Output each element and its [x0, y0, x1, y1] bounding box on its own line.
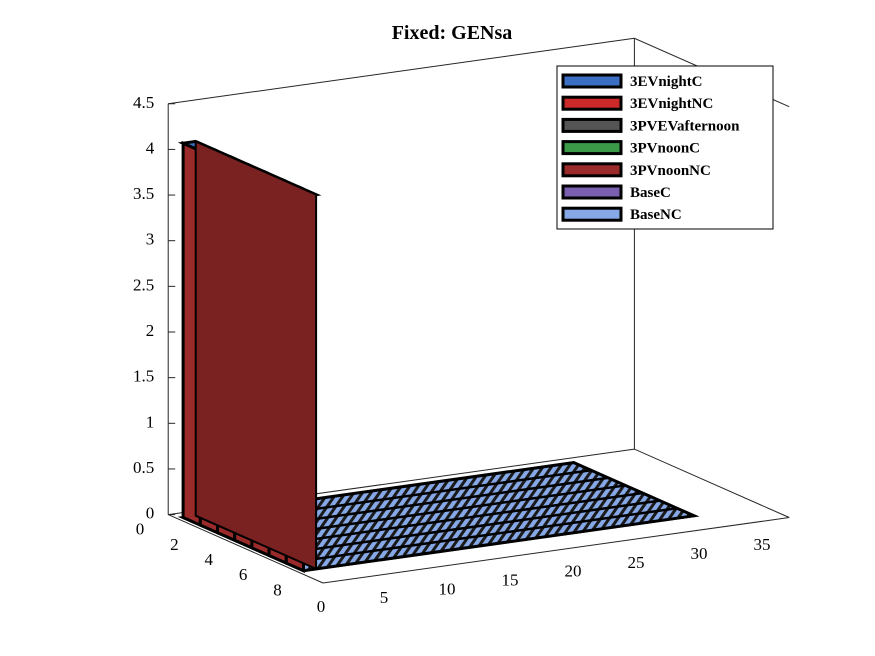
z-tick-label: 2.5 — [133, 275, 154, 294]
y-tick-label: 6 — [239, 565, 248, 584]
bar-row-edge — [268, 499, 660, 557]
legend-swatch — [561, 140, 623, 156]
bar-row-edge — [303, 514, 695, 572]
z-tick-label: 1 — [146, 412, 155, 431]
legend-label: 3EVnightNC — [630, 96, 713, 112]
legend-label: 3PVEVafternoon — [630, 118, 740, 134]
bar-row-edge — [286, 507, 678, 565]
x-tick-label: 10 — [439, 579, 456, 598]
x-tick-label: 5 — [380, 588, 389, 607]
legend-label: 3PVnoonC — [630, 141, 700, 157]
x-tick-label: 30 — [691, 544, 708, 563]
legend-swatch — [561, 162, 623, 178]
legend-swatch — [561, 95, 623, 111]
z-tick-label: 3 — [146, 230, 155, 249]
y-tick-label: 4 — [205, 550, 214, 569]
y-tick-label: 2 — [170, 535, 179, 554]
x-tick-label: 15 — [502, 570, 519, 589]
axis-line — [634, 448, 790, 518]
x-tick-label: 20 — [565, 562, 582, 581]
axis-line — [322, 517, 790, 584]
bar-front — [194, 139, 318, 571]
legend-swatch — [561, 184, 623, 200]
bars-group — [177, 139, 700, 574]
z-tick-label: 1.5 — [133, 367, 154, 386]
z-tick-label: 0 — [146, 504, 155, 523]
x-tick-label: 35 — [754, 535, 771, 554]
z-tick-label: 0.5 — [133, 458, 154, 477]
legend-label: 3EVnightC — [630, 74, 703, 90]
legend-swatch — [561, 73, 623, 89]
z-tick-label: 2 — [146, 321, 155, 340]
x-tick-label: 0 — [317, 597, 326, 616]
y-tick-label: 0 — [136, 520, 145, 539]
z-tick-label: 4.5 — [133, 93, 154, 112]
legend-label: BaseC — [630, 185, 671, 201]
legend-label: BaseNC — [630, 207, 682, 223]
axis-line — [168, 37, 635, 105]
legend-swatch — [561, 117, 623, 133]
z-tick-label: 4 — [146, 138, 155, 157]
x-tick-label: 25 — [628, 553, 645, 572]
axis-line — [167, 514, 324, 584]
chart-title: Fixed: GENsa — [392, 22, 513, 44]
legend: 3EVnightC 3EVnightNC 3PVEVafternoon 3PVnoon… — [556, 65, 774, 230]
z-tick-label: 3.5 — [133, 184, 154, 203]
y-tick-label: 8 — [273, 580, 282, 599]
legend-swatch — [561, 206, 623, 222]
legend-label: 3PVnoonNC — [630, 163, 711, 179]
